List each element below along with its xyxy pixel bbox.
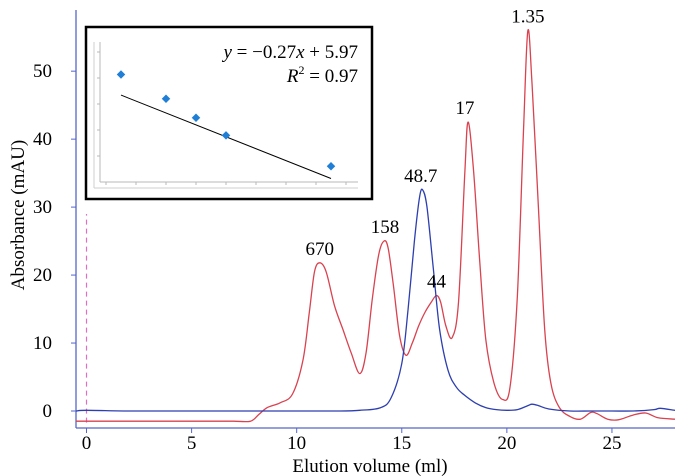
y-tick-label: 50 bbox=[33, 61, 52, 82]
peak-label: 1.35 bbox=[511, 6, 544, 27]
peak-labels: 670 158 48.7 44 17 1.35 bbox=[306, 6, 545, 292]
inset-chart: y = −0.27x + 5.97 R2 = 0.97 bbox=[84, 25, 374, 201]
inset-r-squared: R2 = 0.97 bbox=[286, 63, 358, 87]
inset-equation: y = −0.27x + 5.97 bbox=[221, 42, 358, 63]
inset-r-exponent: 2 bbox=[299, 63, 305, 77]
y-tick-label: 10 bbox=[33, 333, 52, 354]
series-layer bbox=[75, 28, 675, 423]
x-tick-label: 0 bbox=[82, 433, 92, 454]
y-tick-label: 0 bbox=[43, 401, 53, 422]
y-axis-label: Absorbance (mAU) bbox=[8, 140, 29, 290]
inset-r-symbol: R bbox=[286, 66, 299, 87]
x-tick-label: 5 bbox=[187, 433, 197, 454]
series-line-1 bbox=[76, 28, 675, 423]
inset-data-point bbox=[191, 113, 201, 122]
series-line-2 bbox=[75, 188, 675, 412]
x-tick-label: 20 bbox=[497, 433, 516, 454]
inset-equation-x: x bbox=[295, 42, 305, 63]
peak-label: 48.7 bbox=[404, 166, 437, 187]
inset-r-value: = 0.97 bbox=[305, 66, 358, 87]
inset-plot bbox=[93, 42, 358, 189]
inset-data-point bbox=[116, 70, 126, 79]
inset-data-point bbox=[221, 131, 231, 140]
peak-label: 44 bbox=[427, 271, 447, 292]
peak-label: 17 bbox=[455, 98, 474, 119]
inset-data-point bbox=[161, 94, 171, 104]
peak-label: 158 bbox=[371, 217, 400, 238]
y-tick-label: 20 bbox=[33, 265, 52, 286]
x-tick-label: 15 bbox=[392, 433, 411, 454]
x-axis-label: Elution volume (ml) bbox=[292, 456, 447, 476]
x-tick-label: 25 bbox=[602, 433, 621, 454]
peak-label: 670 bbox=[306, 239, 335, 260]
y-tick-label: 30 bbox=[33, 197, 52, 218]
inset-frame bbox=[84, 25, 374, 201]
x-tick-label: 10 bbox=[287, 433, 306, 454]
inset-data-point bbox=[326, 162, 336, 171]
inset-equation-y: y bbox=[221, 42, 232, 63]
inset-equation-slope: = −0.27 bbox=[232, 42, 296, 63]
inset-equation-intercept: + 5.97 bbox=[305, 42, 358, 63]
axes: 0 5 10 15 20 25 0 10 20 30 40 50 bbox=[33, 10, 675, 454]
y-tick-label: 40 bbox=[33, 129, 52, 150]
